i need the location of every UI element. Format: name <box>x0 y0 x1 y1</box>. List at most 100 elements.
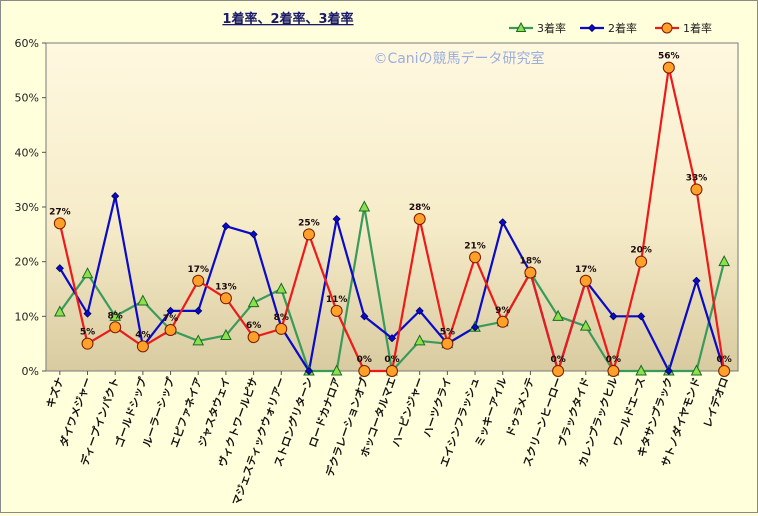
y-tick-label: 0% <box>22 365 39 378</box>
data-point <box>358 200 371 212</box>
data-point <box>664 366 673 376</box>
data-point <box>330 364 343 376</box>
data-label: 33% <box>686 174 708 184</box>
data-point <box>220 328 232 340</box>
data-labels: 27% 5% 8% 4% 7% 17% 13% 6% 8% 25% 11% 0% 0% 28% 5% 21% 9… <box>49 52 732 365</box>
data-point <box>302 228 315 241</box>
data-label: 0% <box>717 355 732 365</box>
data-point <box>690 364 703 376</box>
plot-area <box>45 42 739 372</box>
data-label: 11% <box>326 295 348 305</box>
data-point <box>247 331 260 344</box>
y-tick-label: 10% <box>15 310 39 323</box>
data-label: 0% <box>384 355 399 365</box>
data-label: 18% <box>520 257 542 267</box>
data-point <box>358 365 371 377</box>
data-point <box>415 306 424 315</box>
legend-label: 1着率 <box>683 21 712 35</box>
data-point <box>109 309 122 321</box>
data-point <box>81 337 94 350</box>
data-label: 0% <box>357 355 372 365</box>
data-point <box>441 337 454 350</box>
data-label: 8% <box>274 313 289 323</box>
y-tick-label: 50% <box>15 92 39 105</box>
data-point <box>164 324 177 336</box>
data-point <box>579 274 592 287</box>
legend-marker <box>587 23 597 33</box>
data-label: 56% <box>658 52 680 62</box>
x-tick-label: キズナ <box>44 376 67 410</box>
data-label: 0% <box>550 355 565 365</box>
data-point <box>469 251 482 264</box>
data-point <box>194 306 203 315</box>
data-point <box>718 365 731 377</box>
data-label: 21% <box>464 241 486 251</box>
data-point <box>692 276 701 285</box>
x-tick-label: ハーツクライ <box>421 376 454 439</box>
data-point <box>637 312 646 321</box>
data-point <box>53 217 66 230</box>
data-label: 5% <box>440 328 455 338</box>
data-label: 13% <box>215 282 237 292</box>
data-point <box>552 309 564 321</box>
data-point <box>247 296 260 308</box>
data-point <box>55 264 64 273</box>
data-point <box>496 315 509 328</box>
legend-marker <box>661 22 673 34</box>
data-point <box>330 304 343 317</box>
y-tick-label: 40% <box>15 146 39 159</box>
data-label: 17% <box>575 265 597 275</box>
data-point <box>360 312 369 321</box>
data-label: 5% <box>80 328 95 338</box>
data-point <box>579 319 592 331</box>
data-point <box>221 222 230 231</box>
data-point <box>136 340 149 353</box>
legend-label: 3着率 <box>537 21 566 35</box>
data-label: 6% <box>246 321 261 331</box>
x-tick-label: ドゥラメンテ <box>505 376 538 439</box>
y-tick-label: 60% <box>15 37 39 50</box>
data-point <box>54 305 66 317</box>
data-point <box>552 365 565 377</box>
data-label: 28% <box>409 203 431 213</box>
y-axis: 0% 10% 20% 30% 40% 50% 60% <box>15 37 46 378</box>
data-point <box>470 323 480 332</box>
data-point <box>304 366 314 376</box>
y-tick-label: 30% <box>15 201 39 214</box>
data-point <box>192 334 205 346</box>
data-point <box>718 255 730 267</box>
data-point <box>413 213 426 226</box>
x-axis: キズナダイワメジャーディープインパクトゴールドシップルーラーシップエピファネイア… <box>44 371 731 507</box>
legend-label: 2着率 <box>608 21 637 35</box>
data-label: 20% <box>630 246 652 256</box>
data-point <box>249 230 258 239</box>
data-label: 25% <box>298 218 320 228</box>
data-label: 17% <box>187 265 209 275</box>
data-point <box>111 192 120 201</box>
legend-marker <box>515 21 527 32</box>
data-point <box>387 334 397 343</box>
data-label: 7% <box>163 314 178 324</box>
data-point <box>275 282 288 294</box>
data-point <box>690 183 703 196</box>
data-point <box>609 312 618 321</box>
data-point <box>386 365 398 377</box>
data-point <box>81 267 94 279</box>
data-label: 8% <box>108 311 123 321</box>
data-label: 27% <box>49 207 71 217</box>
data-point <box>332 214 341 224</box>
data-label: 9% <box>495 306 510 316</box>
data-point <box>662 61 675 74</box>
data-label: 4% <box>135 330 150 340</box>
data-point <box>275 322 288 335</box>
data-point <box>635 364 647 376</box>
data-point <box>83 309 92 318</box>
watermark: ©Caniの競馬データ研究室 <box>373 50 544 67</box>
x-tick-label: レイデオロ <box>701 376 731 430</box>
data-point <box>498 218 507 227</box>
data-point <box>607 365 620 377</box>
data-point <box>219 292 232 305</box>
data-point <box>109 321 122 334</box>
data-point <box>192 274 205 287</box>
